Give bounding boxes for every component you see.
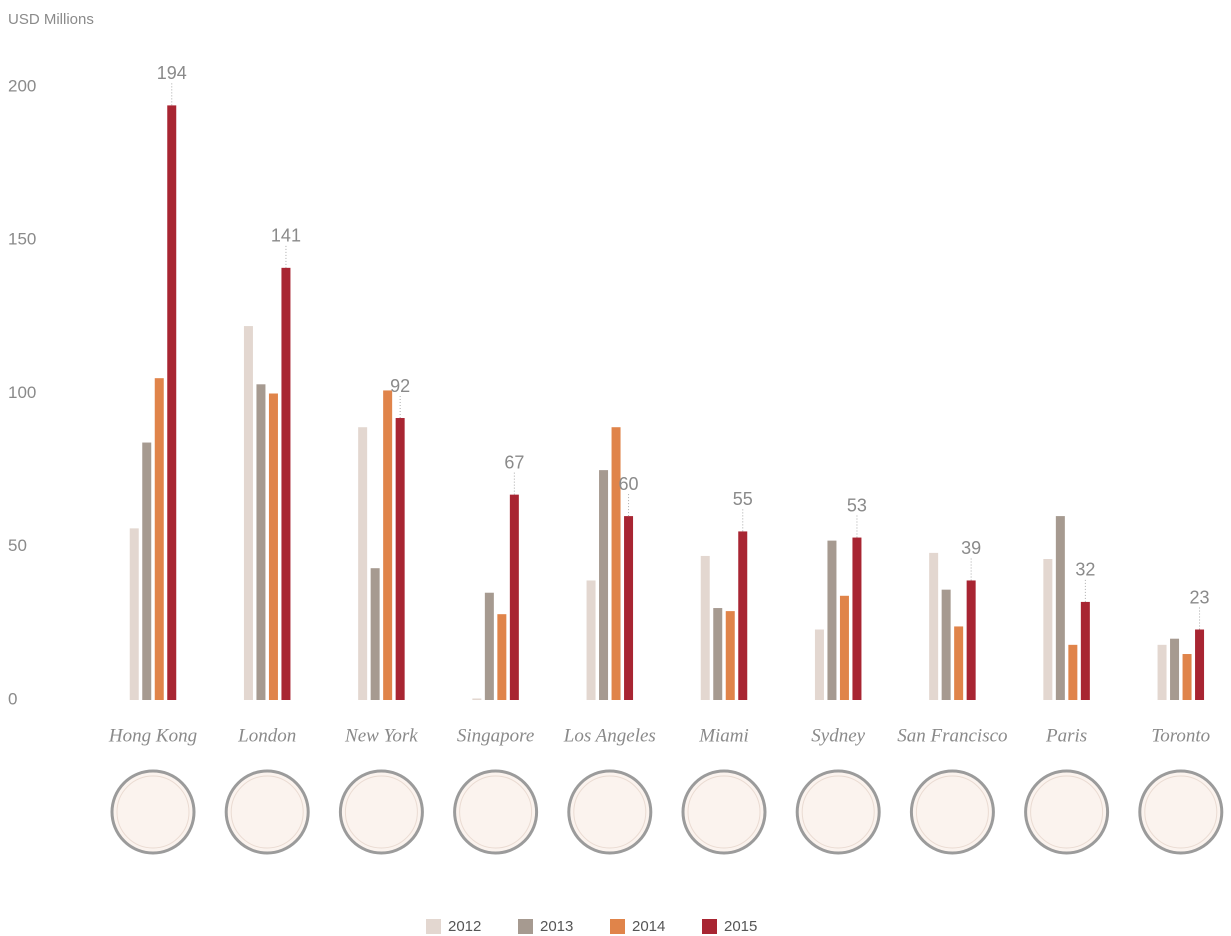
bar	[154, 378, 164, 700]
y-tick-label: 50	[8, 536, 27, 555]
city-icon	[338, 769, 424, 855]
x-tick-label: Los Angeles	[563, 725, 656, 746]
bar	[167, 105, 177, 700]
x-tick-label: Miami	[698, 725, 749, 746]
city-icon	[681, 769, 767, 855]
city-icon-inner	[801, 775, 875, 849]
bar	[1157, 644, 1167, 700]
legend-label: 2013	[540, 918, 573, 935]
city-icon-inner	[344, 775, 418, 849]
bar	[1043, 559, 1053, 700]
city-icon-inner	[1030, 775, 1104, 849]
value-label: 23	[1190, 587, 1210, 607]
bar	[383, 390, 393, 700]
city-icon-inner	[459, 775, 533, 849]
bar	[700, 555, 710, 700]
x-tick-label: Singapore	[457, 725, 534, 746]
bar	[814, 629, 824, 700]
x-tick-label: Toronto	[1151, 725, 1210, 746]
city-icon	[110, 769, 196, 855]
city-icon-inner	[573, 775, 647, 849]
bar	[472, 698, 482, 700]
city-icon	[224, 769, 310, 855]
bar	[954, 626, 964, 700]
bar	[484, 592, 494, 700]
value-label: 55	[733, 489, 753, 509]
bar	[586, 580, 596, 700]
y-tick-label: 200	[8, 76, 36, 95]
legend-label: 2015	[724, 918, 757, 935]
value-label: 67	[504, 452, 524, 472]
bar	[929, 552, 939, 700]
bar	[738, 531, 748, 700]
bar	[1170, 638, 1180, 700]
bar	[395, 418, 405, 700]
bar	[1055, 516, 1065, 700]
bar	[509, 494, 519, 700]
bar	[1182, 654, 1192, 700]
city-icon	[1024, 769, 1110, 855]
legend-label: 2012	[448, 918, 481, 935]
bar	[243, 326, 253, 700]
bar	[256, 384, 266, 700]
bar	[839, 595, 849, 700]
bar	[370, 568, 380, 700]
y-tick-label: 0	[8, 689, 17, 708]
bar	[827, 540, 837, 700]
bar	[129, 528, 139, 700]
x-tick-label: Sydney	[811, 725, 865, 746]
value-label: 194	[157, 63, 187, 83]
x-tick-label: London	[237, 725, 296, 746]
legend-swatch	[518, 919, 533, 934]
city-icon	[567, 769, 653, 855]
bar	[268, 393, 278, 700]
bar	[1080, 601, 1090, 700]
city-icon	[1138, 769, 1224, 855]
city-icon-inner	[230, 775, 304, 849]
y-axis-label: USD Millions	[8, 11, 94, 28]
bar	[624, 516, 634, 700]
x-tick-label: Paris	[1045, 725, 1087, 746]
bar	[358, 427, 368, 700]
y-tick-label: 100	[8, 383, 36, 402]
x-tick-label: New York	[344, 725, 418, 746]
bar	[941, 589, 951, 700]
value-label: 32	[1075, 560, 1095, 580]
legend-swatch	[702, 919, 717, 934]
x-tick-label: Hong Kong	[108, 725, 197, 746]
legend-swatch	[610, 919, 625, 934]
city-icon-inner	[915, 775, 989, 849]
city-icon	[453, 769, 539, 855]
value-label: 92	[390, 376, 410, 396]
bar	[1195, 629, 1205, 700]
city-icon-inner	[116, 775, 190, 849]
value-label: 39	[961, 538, 981, 558]
bar	[725, 611, 735, 700]
bar	[142, 442, 152, 700]
bar	[966, 580, 976, 700]
value-label: 60	[619, 474, 639, 494]
legend-label: 2014	[632, 918, 665, 935]
bar	[713, 608, 723, 700]
legend-swatch	[426, 919, 441, 934]
bar	[1068, 644, 1078, 700]
bar	[281, 267, 291, 700]
y-tick-label: 150	[8, 230, 36, 249]
city-icon-inner	[1144, 775, 1218, 849]
x-tick-label: San Francisco	[897, 725, 1007, 746]
bar	[497, 614, 507, 700]
city-icon	[909, 769, 995, 855]
bar	[599, 470, 609, 700]
bar	[852, 537, 862, 700]
city-icon	[795, 769, 881, 855]
city-icon-inner	[687, 775, 761, 849]
bar	[611, 427, 621, 700]
value-label: 53	[847, 495, 867, 515]
value-label: 141	[271, 226, 301, 246]
